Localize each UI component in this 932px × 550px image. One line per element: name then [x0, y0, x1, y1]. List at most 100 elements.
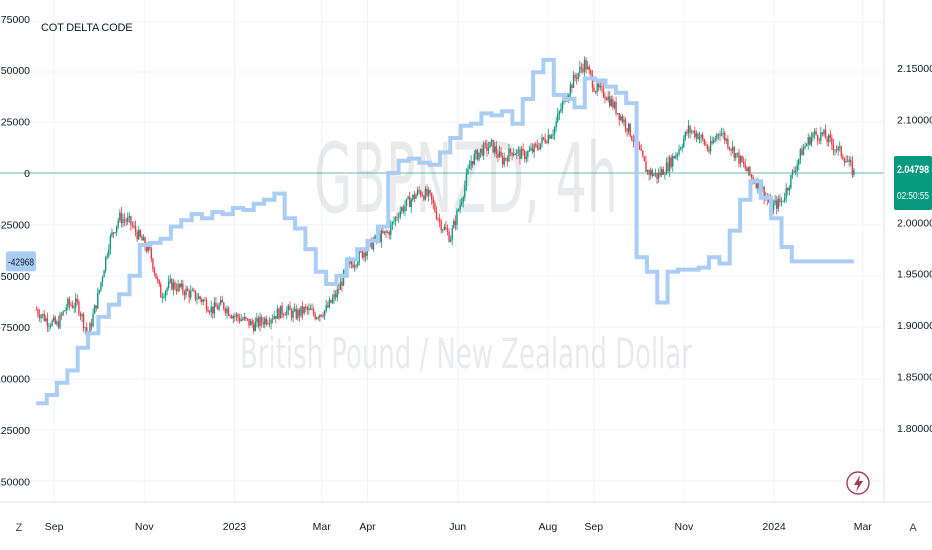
candle-body	[251, 320, 253, 325]
scale-z-button[interactable]: Z	[15, 522, 23, 534]
candle-body	[65, 307, 67, 311]
candle-body	[690, 131, 693, 133]
candle-body	[338, 289, 340, 291]
candle-body	[407, 196, 409, 199]
candle-body	[536, 144, 538, 148]
candle-body	[552, 134, 554, 136]
candle-body	[185, 288, 187, 296]
candle-body	[694, 130, 696, 138]
candle-body	[681, 146, 683, 149]
candle-body	[169, 279, 171, 282]
candle-body	[547, 134, 550, 143]
candle-body	[240, 319, 242, 322]
candle-body	[503, 157, 505, 165]
candle-body	[722, 133, 724, 134]
candle-body	[714, 138, 716, 140]
candle-body	[804, 146, 806, 148]
candle-body	[478, 152, 480, 160]
right-axis-tick: 2.10000	[897, 115, 932, 127]
candle-body	[70, 304, 72, 306]
candle-body	[253, 324, 255, 332]
candle-body	[719, 134, 721, 136]
candle-body	[412, 194, 414, 200]
candle-body	[139, 230, 142, 237]
candle-body	[138, 230, 140, 240]
candle-body	[320, 314, 323, 316]
candle-body	[839, 146, 841, 148]
candle-body	[333, 294, 335, 299]
candle-body	[350, 261, 353, 265]
candle-body	[401, 207, 403, 212]
candle-body	[580, 67, 583, 69]
candle-body	[153, 269, 156, 274]
candle-body	[64, 310, 66, 312]
candle-body	[352, 264, 354, 268]
candle-body	[52, 317, 55, 321]
candle-body	[456, 210, 458, 226]
candle-body	[188, 290, 190, 298]
candle-body	[489, 141, 491, 148]
candle-body	[76, 298, 79, 302]
candle-body	[533, 144, 535, 153]
candle-body	[56, 321, 58, 324]
candle-body	[416, 189, 419, 195]
candle-body	[190, 290, 192, 298]
candle-body	[230, 316, 233, 319]
candle-body	[235, 314, 238, 317]
scale-auto-button[interactable]: A	[909, 522, 917, 534]
candle-body	[818, 139, 820, 141]
candle-body	[779, 198, 781, 203]
candle-body	[609, 96, 611, 106]
candle-body	[202, 299, 205, 302]
candle-body	[380, 230, 383, 242]
candle-body	[388, 232, 390, 236]
time-axis: Sep Nov 2023 Mar Apr Jun Aug Sep Nov 2024 Mar	[45, 521, 873, 533]
candle-body	[629, 123, 631, 137]
candle-body	[164, 291, 167, 297]
candle-body	[577, 73, 579, 79]
candle-body	[664, 174, 666, 176]
candle-body	[527, 151, 529, 157]
candle-body	[104, 256, 107, 271]
candle-body	[598, 83, 600, 88]
candle-body	[689, 125, 691, 133]
candle-body	[336, 289, 338, 298]
candle-body	[596, 83, 598, 93]
candle-body	[54, 317, 56, 324]
candle-body	[95, 305, 97, 309]
candle-body	[642, 151, 644, 157]
candle-body	[656, 173, 658, 179]
candle-body	[610, 99, 613, 106]
candle-body	[459, 204, 461, 210]
candle-body	[813, 131, 816, 134]
candle-body	[505, 157, 507, 159]
candle-body	[218, 304, 220, 310]
candle-body	[494, 146, 496, 153]
candle-body	[490, 139, 493, 142]
candle-body	[531, 148, 534, 153]
candle-body	[774, 200, 776, 204]
candle-body	[683, 138, 685, 147]
candle-body	[393, 221, 395, 223]
candle-body	[820, 132, 822, 141]
time-axis-label: 2024	[762, 521, 786, 533]
candle-body	[442, 229, 444, 231]
candle-body	[424, 188, 427, 200]
candle-body	[156, 278, 159, 280]
lightning-badge-icon[interactable]	[846, 471, 870, 495]
candle-body	[445, 226, 447, 230]
candle-body	[591, 74, 594, 88]
candle-body	[438, 219, 441, 222]
candle-body	[98, 289, 101, 293]
candle-body	[747, 166, 750, 172]
candle-body	[815, 131, 817, 136]
candle-body	[484, 143, 486, 145]
candle-body	[535, 144, 537, 146]
candle-body	[245, 317, 247, 319]
candle-body	[801, 149, 803, 156]
right-axis-tick: 1.85000	[897, 372, 932, 384]
candle-body	[579, 67, 581, 74]
candle-body	[197, 296, 200, 299]
candle-body	[725, 138, 728, 141]
